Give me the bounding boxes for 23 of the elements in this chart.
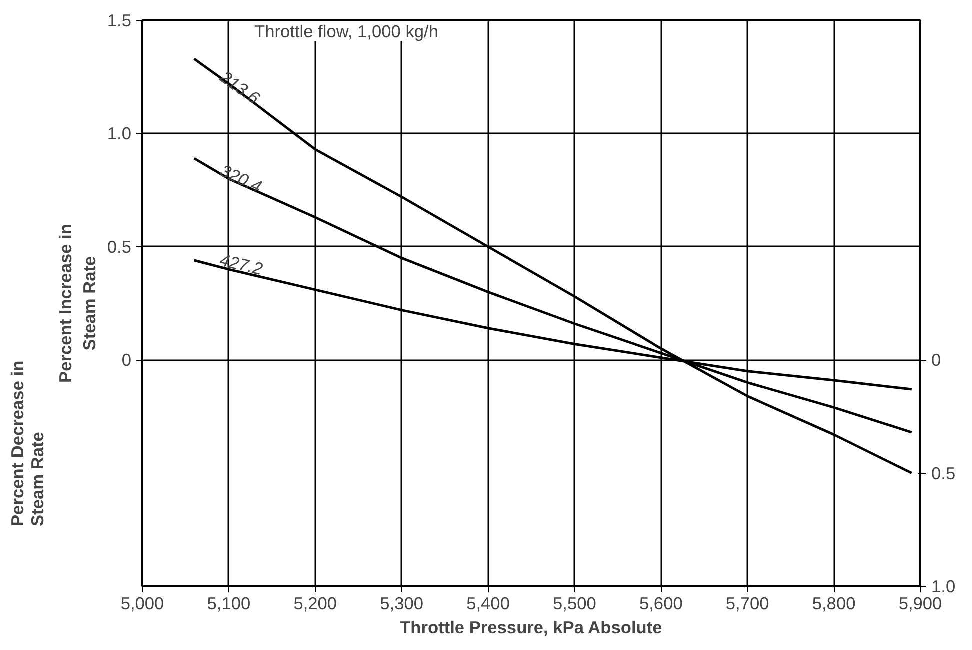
x-tick-label: 5,400 xyxy=(466,594,510,614)
x-tick-label: 5,100 xyxy=(207,594,251,614)
x-tick-label: 5,500 xyxy=(553,594,596,614)
text: Percent Decrease in Steam Rate xyxy=(8,360,48,526)
x-tick-label: 5,300 xyxy=(380,594,424,614)
x-tick-label: 5,600 xyxy=(639,594,683,614)
y-axis-title: Percent Increase in Steam Rate xyxy=(55,224,100,383)
text: 320.4 xyxy=(217,160,266,197)
x-tick-label: 5,200 xyxy=(294,594,338,614)
x-tick-label: 5,000 xyxy=(120,594,164,614)
y2-tick-label: 0 xyxy=(932,350,942,370)
x-tick-label: 5,900 xyxy=(898,594,942,614)
text: 427.2 xyxy=(218,250,266,280)
y2-tick-label: 1.0 xyxy=(932,576,956,596)
x-tick-label: 5,800 xyxy=(812,594,856,614)
legend-title: Throttle flow, 1,000 kg/h xyxy=(254,22,438,42)
x-tick-label: 5,700 xyxy=(726,594,770,614)
x-axis-title: Throttle Pressure, kPa Absolute xyxy=(400,618,663,638)
y2-tick-label: 0.5 xyxy=(932,463,956,484)
y-tick-label: 1.5 xyxy=(107,10,132,30)
y-tick-label: 0 xyxy=(122,350,132,370)
y-tick-label: 0.5 xyxy=(107,236,132,257)
y-tick-label: 1.0 xyxy=(107,124,132,144)
